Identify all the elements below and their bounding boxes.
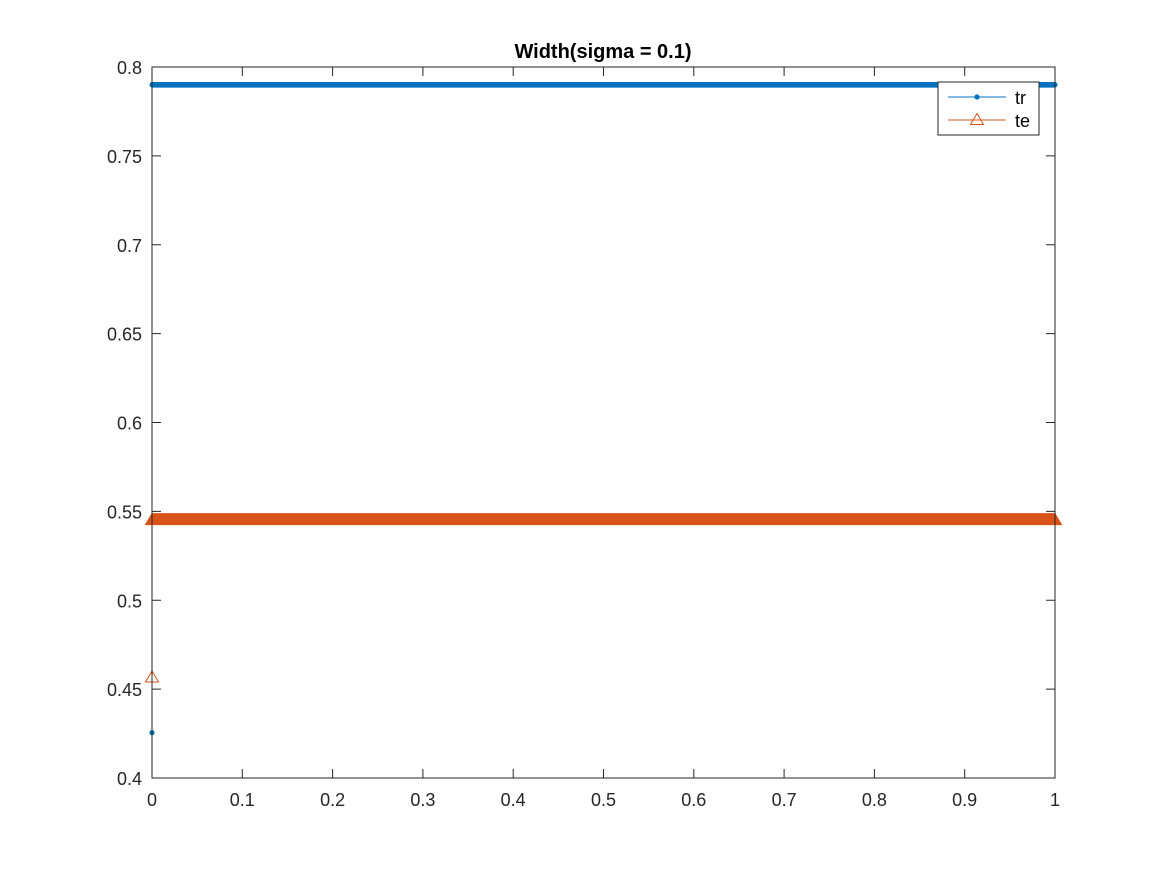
legend-marker-te bbox=[969, 112, 985, 125]
y-tick-label: 0.75 bbox=[107, 147, 142, 167]
legend-label-te: te bbox=[1015, 111, 1030, 131]
x-tick-label: 0.5 bbox=[591, 790, 616, 810]
x-tick-label: 0.4 bbox=[501, 790, 526, 810]
legend-entry-tr: tr bbox=[948, 88, 1026, 108]
data-points-te-plateau bbox=[144, 513, 1063, 526]
x-tick-label: 0.2 bbox=[320, 790, 345, 810]
x-tick-label: 1 bbox=[1050, 790, 1060, 810]
x-tick-label: 0.6 bbox=[681, 790, 706, 810]
y-tick-label: 0.5 bbox=[117, 591, 142, 611]
x-tick-label: 0.1 bbox=[230, 790, 255, 810]
plot-background bbox=[152, 67, 1055, 778]
x-tick-label: 0.3 bbox=[410, 790, 435, 810]
x-tick-label: 0 bbox=[147, 790, 157, 810]
y-tick-label: 0.4 bbox=[117, 769, 142, 789]
x-tick-label: 0.7 bbox=[772, 790, 797, 810]
legend: tr te bbox=[937, 81, 1040, 136]
y-tick-label: 0.55 bbox=[107, 502, 142, 522]
x-tick-label: 0.8 bbox=[862, 790, 887, 810]
axes-layer: 0 0.1 0.2 0.3 0.4 0.5 0.6 0.7 0.8 0.9 1 0.4 0.45 0.5 0… bbox=[107, 58, 1060, 810]
y-tick-label: 0.45 bbox=[107, 680, 142, 700]
legend-label-tr: tr bbox=[1015, 88, 1026, 108]
legend-box bbox=[937, 81, 1040, 136]
plot-area bbox=[152, 67, 1055, 778]
chart-title: Width(sigma = 0.1) bbox=[514, 41, 691, 63]
x-tick-label: 0.9 bbox=[952, 790, 977, 810]
y-tick-label: 0.6 bbox=[117, 414, 142, 434]
legend-entry-te: te bbox=[948, 111, 1030, 131]
y-tick-label: 0.65 bbox=[107, 325, 142, 345]
y-tick-label: 0.8 bbox=[117, 58, 142, 78]
y-tick-label: 0.7 bbox=[117, 236, 142, 256]
legend-marker-tr bbox=[974, 94, 980, 100]
data-points-tr-plateau bbox=[149, 81, 1058, 88]
